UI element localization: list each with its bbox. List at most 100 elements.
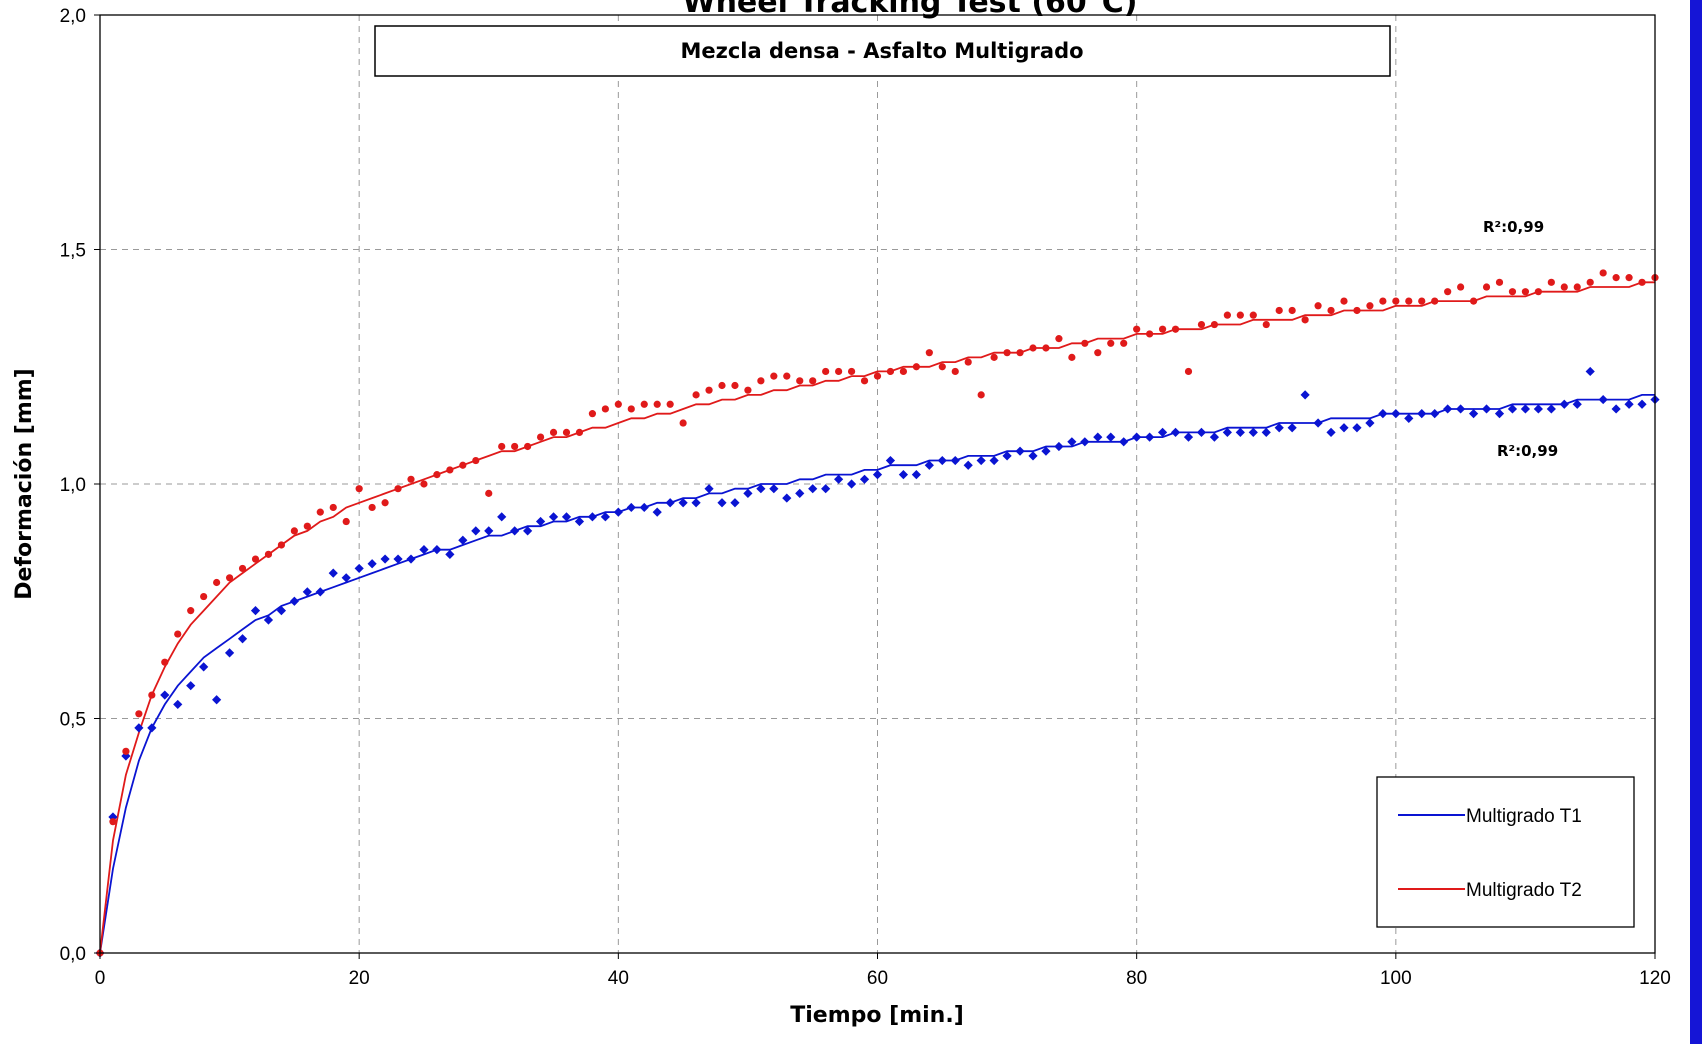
point-t2: [1184, 367, 1193, 376]
point-t1: [263, 615, 274, 625]
legend-label-t2: Multigrado T2: [1466, 880, 1582, 901]
point-t1: [717, 498, 727, 508]
point-t2: [1094, 349, 1102, 357]
point-t2: [1560, 283, 1568, 291]
x-tick-label: 0: [95, 968, 106, 989]
point-t2: [1158, 325, 1167, 333]
point-t2: [1236, 311, 1244, 319]
point-t2: [1469, 297, 1478, 305]
point-t2: [809, 377, 817, 385]
point-t2: [1262, 320, 1270, 329]
point-t1: [600, 512, 610, 522]
point-t1: [613, 507, 623, 517]
point-t2: [1249, 311, 1257, 319]
chart-title: Wheel Tracking Test (60°C): [682, 0, 1137, 20]
plot-area-frame: [99, 14, 1656, 954]
point-t1: [1456, 404, 1466, 414]
point-t1: [523, 526, 533, 536]
point-t1: [1507, 404, 1518, 414]
point-t2: [303, 522, 311, 530]
point-t1: [1054, 441, 1064, 452]
point-t1: [250, 606, 261, 616]
point-t1: [587, 512, 598, 522]
point-t2: [575, 428, 584, 437]
point-t1: [497, 512, 507, 522]
point-t2: [1068, 353, 1076, 361]
point-t2: [718, 381, 726, 390]
point-t1: [1093, 432, 1103, 442]
point-t2: [990, 353, 998, 361]
point-t2: [368, 503, 376, 512]
point-t2: [666, 400, 674, 408]
subtitle-frame: [374, 25, 1391, 77]
point-t1: [950, 455, 960, 466]
point-t1: [1015, 446, 1025, 456]
point-t1: [795, 488, 805, 498]
x-tick-label: 120: [1639, 968, 1671, 989]
point-t1: [1546, 404, 1556, 414]
point-t1: [1261, 427, 1271, 438]
point-t1: [730, 498, 740, 508]
point-t2: [536, 433, 545, 441]
point-t2: [1405, 297, 1413, 305]
point-t2: [925, 349, 933, 357]
point-t2: [601, 405, 609, 413]
point-t1: [315, 587, 325, 597]
point-t2: [420, 480, 428, 488]
point-t2: [1107, 339, 1115, 347]
point-t2: [1495, 278, 1504, 286]
point-t1: [963, 460, 973, 470]
point-t2: [1340, 297, 1348, 305]
point-t2: [290, 527, 298, 535]
point-t1: [1572, 399, 1582, 409]
point-t1: [1028, 451, 1038, 461]
point-t2: [200, 592, 208, 601]
point-t1: [1520, 404, 1531, 414]
data-points: [95, 269, 1660, 958]
point-t1: [134, 723, 144, 733]
point-t1: [821, 484, 831, 494]
point-t2: [899, 367, 908, 376]
point-t1: [484, 526, 494, 536]
y-tick-label: 0,0: [60, 944, 86, 965]
point-t1: [419, 545, 429, 555]
r2-annotation-t2: R²:0,99: [1483, 218, 1544, 236]
point-t1: [1339, 423, 1349, 433]
point-t2: [1612, 274, 1620, 282]
point-t1: [212, 695, 222, 705]
x-tick-label: 60: [867, 968, 888, 989]
point-t2: [1366, 302, 1374, 310]
point-t2: [459, 461, 467, 469]
point-t2: [912, 363, 920, 371]
point-t1: [561, 512, 572, 522]
point-t1: [872, 470, 883, 480]
point-t1: [1481, 404, 1492, 414]
point-t1: [1067, 437, 1077, 447]
point-t2: [213, 578, 221, 587]
point-t1: [1196, 427, 1207, 438]
point-t1: [1624, 399, 1634, 409]
point-t1: [160, 690, 170, 700]
point-t1: [1274, 423, 1284, 433]
point-t2: [251, 555, 260, 563]
point-t2: [1197, 320, 1206, 329]
point-t2: [847, 367, 856, 376]
point-t2: [951, 367, 959, 376]
point-t1: [1222, 427, 1232, 438]
point-t1: [1404, 413, 1414, 423]
point-t1: [173, 699, 183, 710]
point-t2: [964, 358, 972, 366]
subtitle-box: Mezcla densa - Asfalto Multigrado: [374, 25, 1391, 77]
point-t1: [276, 606, 287, 616]
point-t2: [433, 471, 441, 479]
point-t2: [835, 367, 843, 376]
point-t1: [445, 549, 455, 559]
point-t1: [1598, 394, 1608, 405]
point-t2: [886, 367, 895, 376]
point-t1: [1533, 404, 1543, 414]
point-t2: [1171, 325, 1180, 333]
point-t2: [692, 391, 700, 399]
point-t2: [1392, 297, 1400, 305]
point-t1: [808, 484, 818, 494]
